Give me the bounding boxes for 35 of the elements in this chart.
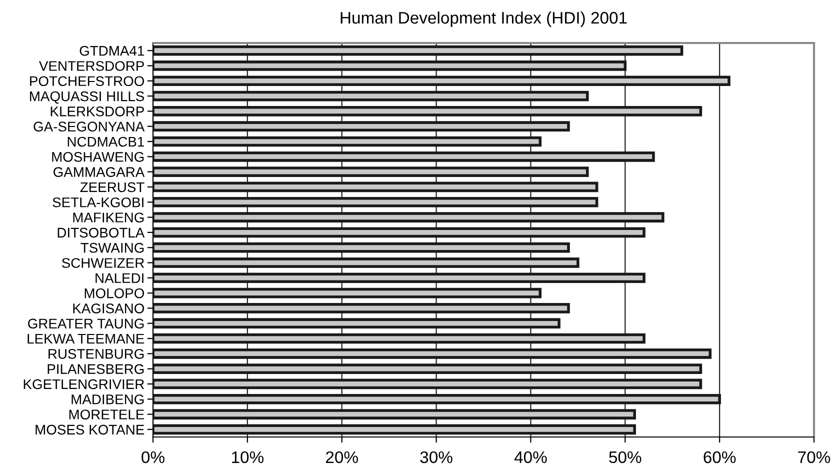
x-tick-label: 10% bbox=[232, 451, 264, 464]
x-tick-label: 30% bbox=[420, 451, 452, 464]
y-tick-label: DITSOBOTLA bbox=[58, 228, 145, 238]
y-tick-label: KAGISANO bbox=[73, 304, 144, 314]
x-tick-label: 70% bbox=[798, 451, 830, 464]
x-tick-label: 40% bbox=[514, 451, 547, 464]
y-tick-label: SETLA-KGOBI bbox=[52, 197, 144, 208]
y-tick-label: GREATER TAUNG bbox=[28, 318, 144, 329]
y-tick-label: LEKWA TEEMANE bbox=[28, 334, 144, 344]
y-tick-label: MOSHAWENG bbox=[52, 152, 144, 162]
y-tick-label: POTCHEFSTROO bbox=[30, 76, 144, 86]
x-tick-label: 0% bbox=[142, 451, 164, 464]
y-tick-label: GA-SEGONYANA bbox=[34, 122, 145, 132]
y-tick-label: MADIBENG bbox=[72, 394, 144, 404]
y-tick-label: MORETELE bbox=[69, 410, 144, 420]
y-tick-label: VENTERSDORP bbox=[39, 61, 144, 71]
chart-title: Human Development Index (HDI) 2001 bbox=[340, 11, 627, 28]
y-tick-label: KGETLENGRIVIER bbox=[24, 379, 144, 390]
y-tick-label: ZEERUST bbox=[80, 182, 144, 192]
y-tick-label: PILANESBERG bbox=[48, 364, 144, 374]
y-tick-label: MOLOPO bbox=[84, 288, 144, 298]
y-tick-label: NALEDI bbox=[96, 273, 144, 283]
y-tick-label: KLERKSDORP bbox=[50, 106, 144, 116]
y-tick-label: NCDMACB1 bbox=[68, 136, 144, 147]
x-tick-label: 50% bbox=[609, 451, 642, 464]
y-tick-label: MOSES KOTANE bbox=[36, 424, 144, 435]
y-tick-label: GAMMAGARA bbox=[54, 167, 145, 177]
y-tick-label: TSWAING bbox=[80, 242, 144, 253]
y-tick-label: MAQUASSI HILLS bbox=[30, 91, 144, 104]
y-tick-label: MAFIKENG bbox=[73, 212, 144, 222]
x-tick-label: 60% bbox=[704, 451, 736, 464]
y-tick-label: SCHWEIZER bbox=[62, 258, 144, 268]
x-tick-label: 20% bbox=[326, 451, 358, 464]
y-tick-label: GTDMA41 bbox=[80, 46, 144, 56]
y-tick-label: RUSTENBURG bbox=[48, 348, 144, 359]
